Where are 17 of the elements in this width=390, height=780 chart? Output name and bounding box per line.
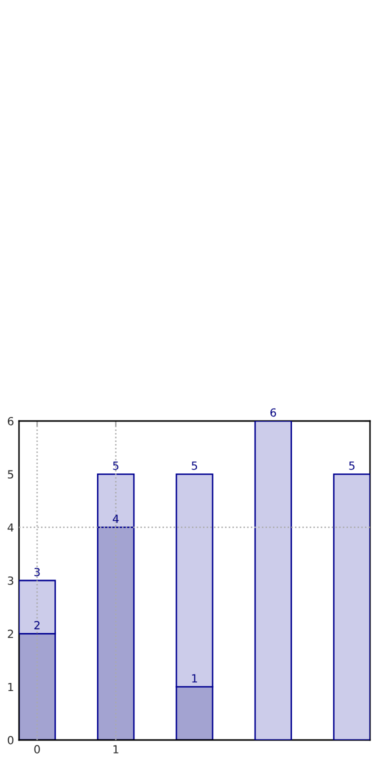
y-tick-label: 1 [8, 682, 14, 692]
bar [254, 421, 292, 740]
total-label: 5 [349, 462, 354, 470]
y-tick-label: 4 [8, 523, 14, 532]
data-label: 4 [112, 514, 119, 523]
total-label: 3 [34, 568, 40, 576]
data-label: 2 [34, 620, 40, 630]
y-tick-label: 5 [8, 470, 14, 479]
total-label: 6 [270, 408, 276, 417]
bar [333, 473, 370, 740]
data-label: 1 [192, 674, 198, 682]
y-tick-label: 2 [8, 630, 14, 638]
total-label: 5 [192, 462, 198, 470]
y-tick-label: 3 [8, 576, 14, 585]
y-tick-label: 6 [8, 416, 14, 426]
y-tick-label: 0 [8, 736, 14, 744]
total-label: 5 [113, 462, 118, 470]
